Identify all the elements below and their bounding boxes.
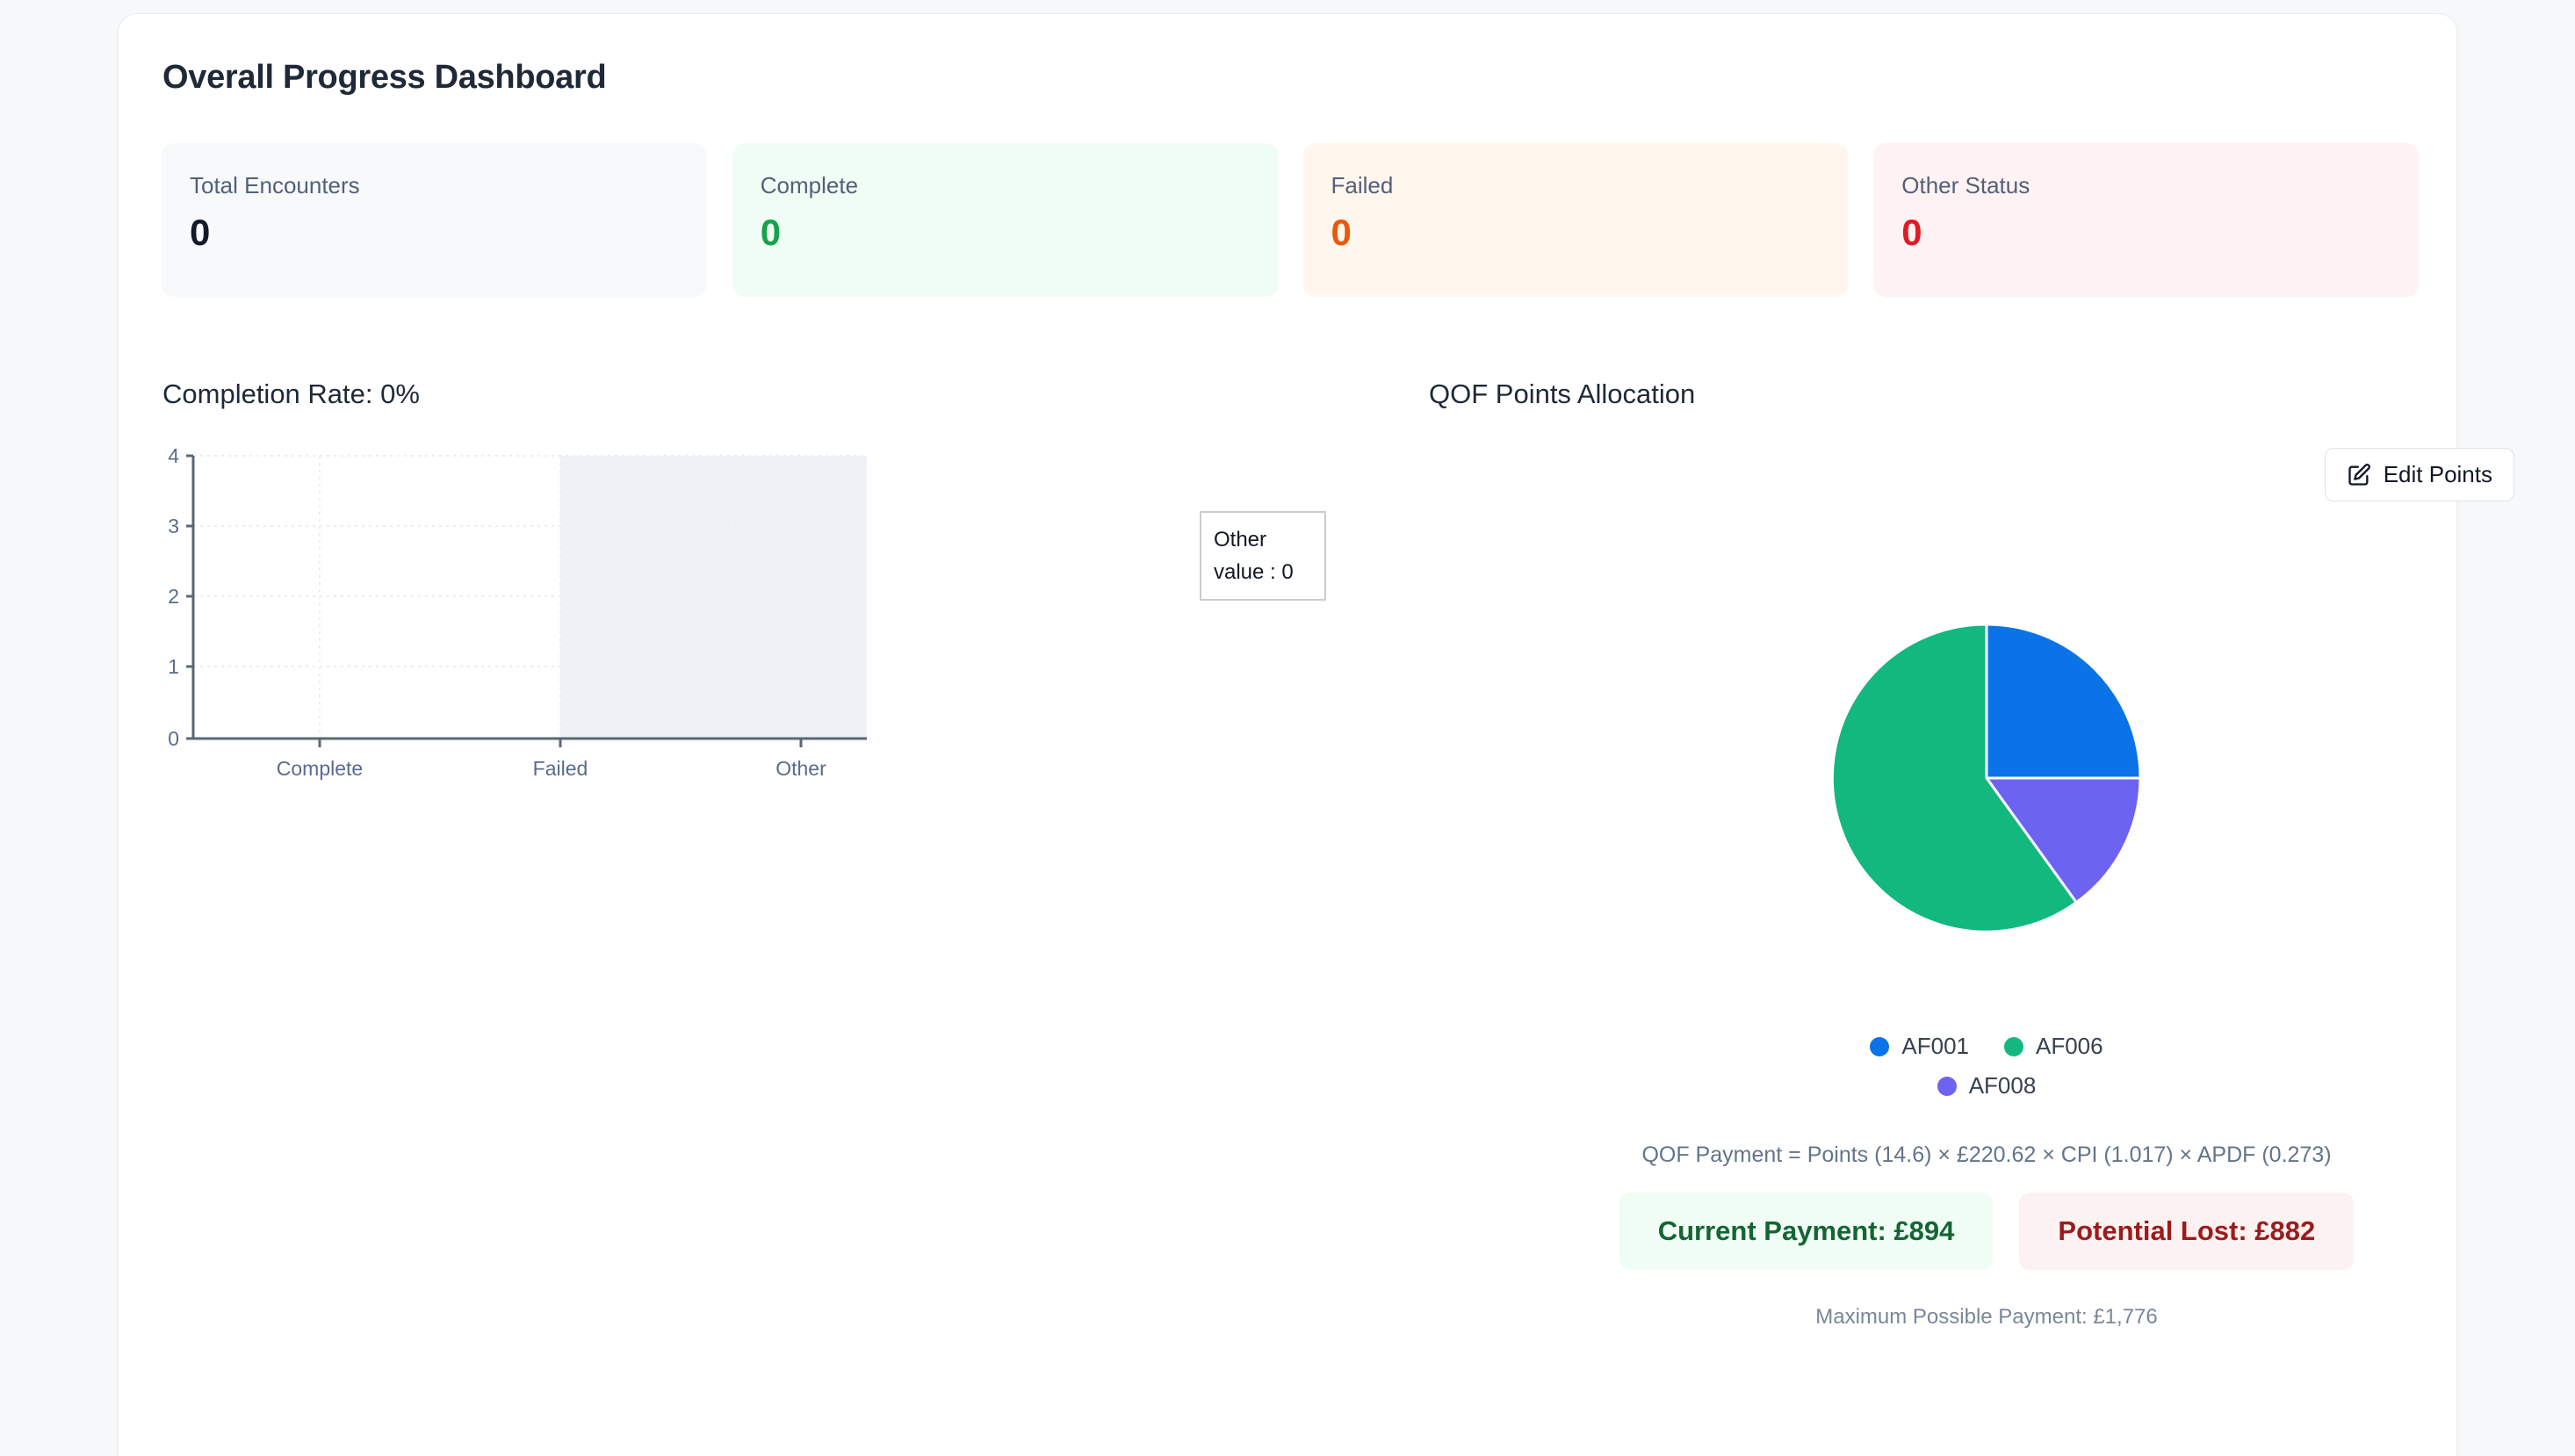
stat-card-failed: Failed 0 [1302,143,1849,297]
pie-slice-af008[interactable] [1984,776,2142,905]
stat-value: 0 [760,211,782,253]
legend-label: AF001 [1901,1033,1969,1059]
current-payment-badge: Current Payment: £894 [1619,1193,1994,1270]
x-tick-label-complete: Complete [277,757,363,780]
legend-second-row: AF008 [1429,1072,2544,1099]
stat-label: Total Encounters [190,172,360,198]
stat-cards: Total Encounters 0 Complete 0 Failed 0 O… [162,143,2419,297]
y-tick-label: 2 [168,585,179,608]
x-tick-label-other: Other [775,757,826,780]
payment-badges: Current Payment: £894 Potential Lost: £8… [1429,1193,2544,1270]
y-tick-label: 3 [168,515,179,537]
y-tick-label: 4 [168,444,179,467]
potential-lost-badge: Potential Lost: £882 [2019,1193,2355,1270]
stat-label: Complete [760,172,859,198]
legend-label: AF008 [1968,1072,2037,1099]
legend-item-af008[interactable]: AF008 [1937,1072,2037,1099]
stat-card-complete: Complete 0 [732,143,1278,297]
y-tick-label: 1 [168,655,179,678]
stat-value: 0 [1901,211,1922,253]
y-tick-label: 0 [168,727,179,750]
chart-category-gridlines [319,456,561,739]
dashboard-card: Overall Progress Dashboard Total Encount… [118,13,2514,1456]
stat-label: Other Status [1901,172,2030,198]
chart-tooltip: Other value : 0 [1200,511,1326,602]
pie-chart-svg [1830,623,2142,933]
stat-value: 0 [190,211,211,253]
stat-card-total-encounters: Total Encounters 0 [162,143,707,297]
page-title: Overall Progress Dashboard [162,59,607,96]
qof-payment-formula: QOF Payment = Points (14.6) × £220.62 × … [1641,1142,2332,1167]
qof-points-title: QOF Points Allocation [1429,378,1696,409]
legend-item-af001[interactable]: AF001 [1870,1033,1969,1060]
legend-color-dot [1870,1036,1890,1056]
x-axis-ticks [318,739,803,747]
pie-slice-af001[interactable] [1985,623,2142,780]
edit-points-label: Edit Points [2383,461,2492,487]
legend-label: AF006 [2036,1033,2103,1059]
pie-legend: AF001 AF006 AF008 [1429,1033,2544,1099]
stat-label: Failed [1331,172,1394,198]
legend-item-af006[interactable]: AF006 [2004,1033,2103,1060]
qof-pie-chart[interactable] [1429,594,2544,967]
stat-card-other-status: Other Status 0 [1873,143,2419,297]
legend-color-dot [2004,1036,2023,1056]
bar-chart-svg: 4 3 2 1 0 Complete Failed Other [168,444,867,780]
edit-points-button[interactable]: Edit Points [2324,448,2514,501]
x-tick-label-failed: Failed [533,757,588,780]
y-axis-ticks [186,454,193,740]
stat-value: 0 [1331,211,1352,253]
completion-bar-chart[interactable]: 4 3 2 1 0 Complete Failed Other Other va… [162,436,1338,1050]
tooltip-label: Other [1214,528,1267,551]
maximum-possible-payment: Maximum Possible Payment: £1,776 [1815,1305,2158,1329]
legend-color-dot [1937,1076,1957,1096]
tooltip-value: value : 0 [1214,560,1294,585]
pie-slice-af006[interactable] [1830,623,2079,933]
edit-pencil-square-icon [2347,463,2371,487]
completion-rate-title: Completion Rate: 0% [162,378,420,409]
